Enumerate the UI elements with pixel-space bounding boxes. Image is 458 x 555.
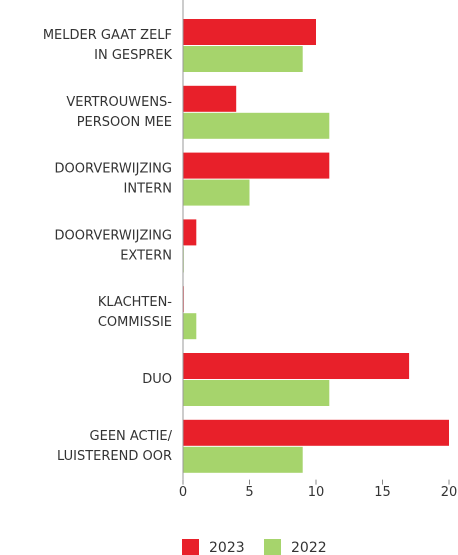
x-tick-label: 10 (308, 485, 325, 500)
bar (183, 380, 330, 406)
category-label: COMMISSIE (98, 315, 172, 330)
category-label: DUO (142, 372, 172, 387)
legend-swatch (264, 539, 281, 555)
bar (183, 112, 330, 139)
category-label: LUISTEREND OOR (57, 449, 172, 464)
bar (183, 313, 197, 340)
category-label: KLACHTEN- (98, 295, 172, 310)
bar (183, 46, 303, 72)
bar (183, 353, 410, 379)
bar (183, 152, 330, 179)
category-label: PERSOON MEE (77, 115, 172, 130)
x-tick-label: 20 (441, 485, 458, 500)
category-label: MELDER GAAT ZELF (43, 28, 172, 43)
bar (183, 85, 237, 112)
bar (183, 19, 316, 45)
category-label: DOORVERWIJZING (55, 228, 172, 243)
bar (183, 446, 303, 473)
category-label: INTERN (124, 182, 172, 197)
category-label: VERTROUWENS- (66, 95, 172, 110)
x-tick-label: 5 (245, 485, 253, 500)
legend-label: 2022 (291, 540, 327, 555)
legend-swatch (182, 539, 199, 555)
category-label: GEEN ACTIE/ (90, 429, 173, 444)
bar (183, 219, 197, 246)
category-label: IN GESPREK (94, 48, 172, 63)
legend-label: 2023 (209, 540, 245, 555)
category-label: DOORVERWIJZING (55, 162, 172, 177)
bar (183, 419, 449, 446)
x-tick-label: 15 (374, 485, 391, 500)
category-label: EXTERN (120, 248, 172, 263)
bar (183, 179, 250, 206)
x-tick-label: 0 (179, 485, 187, 500)
